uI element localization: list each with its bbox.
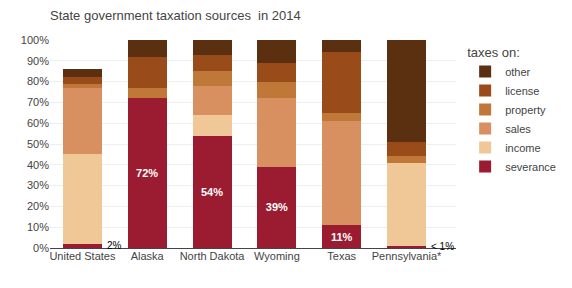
svg-text:10%: 10% xyxy=(27,221,49,233)
svg-text:Alaska: Alaska xyxy=(131,250,165,262)
svg-text:property: property xyxy=(505,104,546,116)
svg-text:50%: 50% xyxy=(27,138,49,150)
svg-text:11%: 11% xyxy=(331,231,353,243)
svg-text:20%: 20% xyxy=(27,200,49,212)
svg-text:40%: 40% xyxy=(27,159,49,171)
svg-text:2%: 2% xyxy=(107,240,122,251)
svg-text:severance: severance xyxy=(505,161,556,173)
svg-text:54%: 54% xyxy=(201,186,223,198)
svg-text:license: license xyxy=(505,85,539,97)
svg-text:90%: 90% xyxy=(27,55,49,67)
svg-text:100%: 100% xyxy=(21,34,49,46)
svg-text:State government taxation sour: State government taxation sources in 201… xyxy=(50,8,301,23)
svg-text:Texas: Texas xyxy=(327,250,356,262)
svg-text:60%: 60% xyxy=(27,117,49,129)
svg-text:39%: 39% xyxy=(266,201,288,213)
svg-text:taxes on:: taxes on: xyxy=(467,45,520,60)
svg-text:72%: 72% xyxy=(136,167,158,179)
svg-text:North Dakota: North Dakota xyxy=(180,250,246,262)
svg-text:30%: 30% xyxy=(27,179,49,191)
svg-text:0%: 0% xyxy=(33,242,49,254)
svg-text:70%: 70% xyxy=(27,96,49,108)
svg-text:other: other xyxy=(505,66,530,78)
svg-text:Pennsylvania*: Pennsylvania* xyxy=(372,250,442,262)
svg-text:< 1%: < 1% xyxy=(431,241,454,252)
svg-text:Wyoming: Wyoming xyxy=(254,250,300,262)
svg-text:80%: 80% xyxy=(27,75,49,87)
svg-text:United States: United States xyxy=(49,250,116,262)
svg-text:income: income xyxy=(505,142,540,154)
svg-text:sales: sales xyxy=(505,123,531,135)
